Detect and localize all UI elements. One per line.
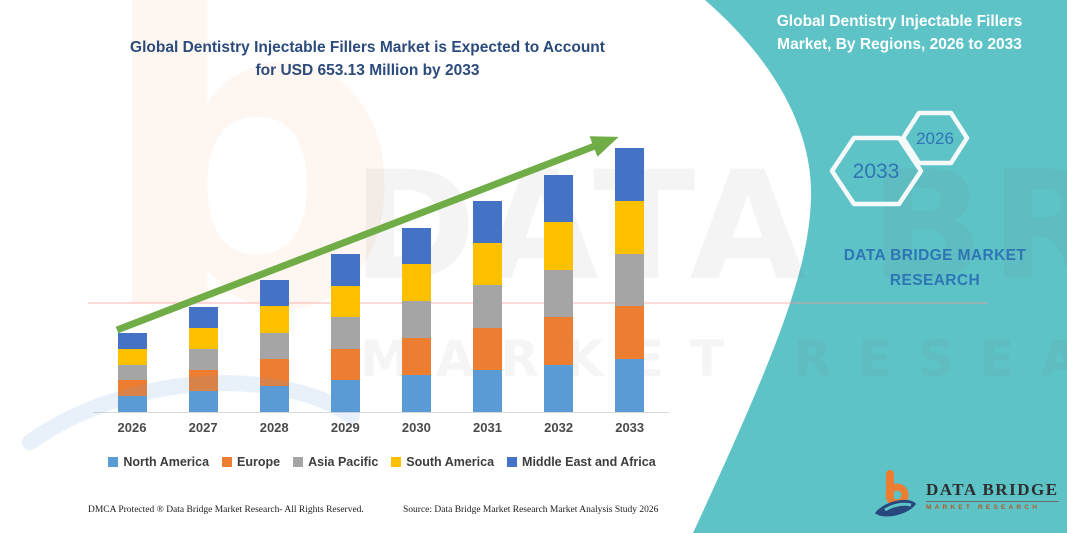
logo-name: DATA BRIDGE [926,480,1059,502]
chart-title: Global Dentistry Injectable Fillers Mark… [85,36,650,82]
bar-segment-europe [188,369,218,391]
bar-segment-south-america [117,348,147,365]
bar-segment-middle-east-and-africa [259,280,289,307]
x-axis-label-2030: 2030 [401,420,431,435]
legend: North America Europe Asia Pacific South Ame… [90,455,674,469]
footer-dmca: DMCA Protected ® Data Bridge Market Rese… [88,505,364,515]
plot-area: 2026 2027 2028 2029 2030 2031 2032 2033 [93,118,669,435]
bar-segment-south-america [473,243,502,286]
legend-swatch [293,457,304,467]
bar-segment-north-america [615,359,645,412]
bar-segment-asia-pacific [117,364,147,381]
bar-segment-north-america [117,396,147,412]
legend-label: Europe [237,455,281,469]
legend-item-europe: Europe [222,455,280,469]
bar-segment-europe [544,317,574,365]
x-axis-label-2029: 2029 [330,420,360,435]
bar-segment-europe [330,348,360,381]
bar-segment-asia-pacific [615,253,645,307]
bar-segment-middle-east-and-africa [188,306,218,328]
company-logo: DATA BRIDGE MARKET RESEARCH [872,468,1059,522]
x-axis-label-2028: 2028 [259,420,289,435]
bar-segment-asia-pacific [401,301,431,339]
logo-subtitle: MARKET RESEARCH [926,503,1041,511]
logo-wordmark: DATA BRIDGE MARKET RESEARCH [926,480,1059,511]
legend-swatch [391,457,402,467]
bar-segment-middle-east-and-africa [401,227,431,265]
bar-segment-middle-east-and-africa [615,148,645,201]
bar-segment-europe [473,327,502,370]
legend-item-middle-east-and-africa: Middle East and Africa [507,455,656,469]
bar-segment-asia-pacific [188,348,218,370]
bar-segment-europe [259,359,289,386]
bar-segment-north-america [401,375,431,412]
panel-title: Global Dentistry Injectable Fillers Mark… [742,10,1057,56]
legend-swatch [222,457,233,467]
stacked-bar-2032 [544,174,574,412]
bar-segment-middle-east-and-africa [473,201,502,244]
legend-label: Middle East and Africa [522,455,656,469]
stacked-bar-2031 [473,201,502,412]
x-axis-label-2031: 2031 [473,420,502,435]
legend-item-south-america: South America [391,455,494,469]
brand-text-line2: RESEARCH [889,272,981,289]
brand-text-line1: DATA BRIDGE MARKET [843,247,1027,264]
panel-title-line1: Global Dentistry Injectable Fillers [776,13,1023,30]
legend-label: Asia Pacific [308,455,379,469]
bar-segment-south-america [401,264,431,302]
stacked-bar-2026 [117,333,147,412]
legend-label: South America [406,455,495,469]
legend-swatch [108,457,119,467]
logo-bd-icon [875,470,916,517]
bar-segment-middle-east-and-africa [117,333,147,349]
bar-segment-asia-pacific [330,317,360,349]
bar-segment-asia-pacific [259,332,289,360]
chart-title-line2: for USD 653.13 Million by 2033 [255,62,480,79]
legend-item-north-america: North America [108,455,209,469]
x-axis-label-2033: 2033 [615,420,645,435]
bar-segment-europe [401,338,431,376]
chart-title-line1: Global Dentistry Injectable Fillers Mark… [130,39,605,56]
footer-source: Source: Data Bridge Market Research Mark… [403,505,659,515]
legend-label: North America [123,455,210,469]
brand-text: DATA BRIDGE MARKET RESEARCH [800,243,1067,293]
panel-title-line2: Market, By Regions, 2026 to 2033 [777,36,1022,53]
bar-segment-south-america [615,200,645,254]
legend-swatch [507,457,518,467]
bar-segment-asia-pacific [544,269,574,317]
bar-segment-south-america [188,327,218,349]
bar-segment-europe [117,380,147,397]
bar-segment-north-america [330,380,360,412]
bar-segment-middle-east-and-africa [330,254,360,286]
stacked-bar-2029 [330,254,360,412]
bar-segment-south-america [544,222,574,270]
bar-segment-south-america [330,285,360,318]
bar-segment-north-america [188,390,218,412]
stacked-bar-2027 [188,306,218,412]
stacked-bar-2030 [401,227,431,412]
bar-segment-north-america [473,369,502,412]
bar-segment-middle-east-and-africa [544,174,574,222]
bar-segment-asia-pacific [473,285,502,328]
teal-curve-shape [693,0,1067,533]
x-axis-label-2027: 2027 [188,420,218,435]
bar-segment-south-america [259,306,289,333]
bar-segment-north-america [544,364,574,412]
x-axis-label-2026: 2026 [117,420,147,435]
stacked-bar-2033 [615,148,645,412]
x-axis-label-2032: 2032 [544,420,574,435]
stacked-bar-2028 [259,280,289,412]
bar-segment-north-america [259,385,289,412]
bar-segment-europe [615,306,645,360]
legend-item-asia-pacific: Asia Pacific [293,455,378,469]
